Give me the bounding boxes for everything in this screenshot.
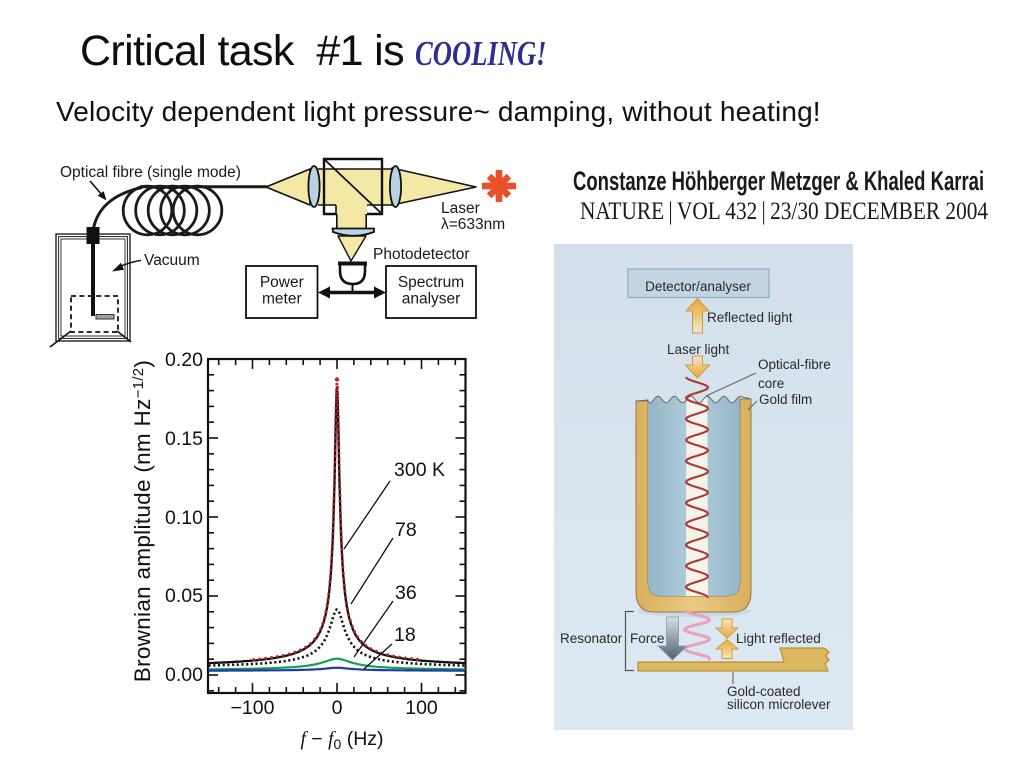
svg-text:Optical-fibre: Optical-fibre — [758, 357, 831, 372]
svg-text:Laser: Laser — [441, 200, 480, 217]
svg-text:Light reflected: Light reflected — [736, 631, 821, 646]
svg-text:0: 0 — [332, 697, 343, 719]
svg-text:Power: Power — [260, 274, 304, 291]
svg-text:0.05: 0.05 — [165, 585, 203, 607]
svg-text:Gold-coated: Gold-coated — [727, 684, 801, 699]
svg-text:Force: Force — [630, 631, 665, 646]
svg-text:0.00: 0.00 — [165, 664, 203, 686]
svg-text:0.20: 0.20 — [165, 349, 203, 371]
svg-text:Resonator: Resonator — [560, 631, 623, 646]
svg-text:Optical fibre (single mode): Optical fibre (single mode) — [60, 164, 241, 181]
svg-text:λ=633nm: λ=633nm — [441, 216, 505, 233]
svg-text:silicon microlever: silicon microlever — [727, 697, 831, 712]
svg-text:Brownian amplitude (nm Hz−1/2): Brownian amplitude (nm Hz−1/2) — [130, 360, 155, 682]
svg-text:100: 100 — [405, 697, 438, 719]
svg-text:0.10: 0.10 — [165, 507, 203, 529]
svg-text:Vacuum: Vacuum — [144, 252, 200, 269]
svg-text:Photodetector: Photodetector — [373, 246, 470, 263]
svg-text:18: 18 — [394, 624, 416, 646]
svg-text:78: 78 — [395, 519, 417, 541]
svg-text:f − f0 (Hz): f − f0 (Hz) — [300, 728, 383, 752]
svg-text:meter: meter — [262, 291, 302, 308]
svg-text:Detector/analyser: Detector/analyser — [645, 279, 751, 294]
svg-text:0.15: 0.15 — [165, 428, 203, 450]
svg-text:300 K: 300 K — [394, 459, 445, 481]
svg-text:36: 36 — [395, 582, 417, 604]
svg-text:analyser: analyser — [402, 291, 461, 308]
svg-text:Spectrum: Spectrum — [398, 274, 464, 291]
svg-text:Laser light: Laser light — [667, 342, 730, 357]
svg-text:core: core — [758, 376, 784, 391]
svg-text:Reflected light: Reflected light — [707, 310, 793, 325]
svg-text:−100: −100 — [231, 697, 275, 719]
svg-text:Gold film: Gold film — [759, 392, 812, 407]
